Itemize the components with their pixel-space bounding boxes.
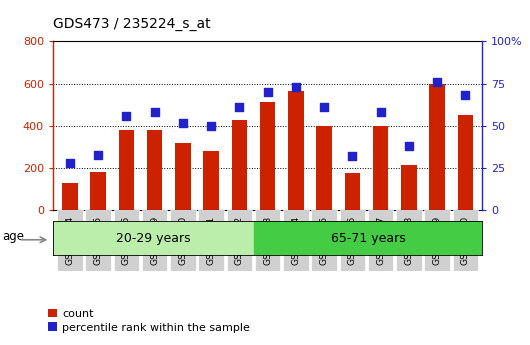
Text: 65-71 years: 65-71 years (331, 231, 405, 245)
Text: GSM10361: GSM10361 (207, 216, 216, 265)
Point (320, 105, 329, 110)
Point (433, 79, 441, 85)
Bar (147, 130, 162, 210)
FancyBboxPatch shape (425, 210, 450, 271)
Bar (119, 130, 134, 210)
Bar (373, 126, 388, 210)
Point (94, 152, 102, 157)
Bar (53, 221, 253, 255)
Point (263, 89, 272, 95)
FancyBboxPatch shape (170, 210, 196, 271)
FancyBboxPatch shape (396, 210, 421, 271)
Point (404, 144, 413, 149)
Point (376, 110, 385, 115)
Point (122, 113, 131, 119)
FancyBboxPatch shape (312, 210, 337, 271)
FancyBboxPatch shape (227, 210, 252, 271)
FancyBboxPatch shape (114, 210, 139, 271)
Bar (232, 120, 247, 210)
Legend: count, percentile rank within the sample: count, percentile rank within the sample (48, 309, 250, 333)
Text: GSM10354: GSM10354 (65, 216, 74, 265)
Text: GSM10364: GSM10364 (292, 216, 301, 265)
Bar (253, 221, 482, 255)
FancyBboxPatch shape (368, 210, 393, 271)
Text: GSM10355: GSM10355 (94, 216, 103, 265)
Bar (344, 174, 360, 210)
Point (461, 93, 470, 98)
Bar (316, 126, 332, 210)
Text: GSM10365: GSM10365 (320, 216, 329, 265)
FancyBboxPatch shape (142, 210, 167, 271)
Bar (457, 115, 473, 210)
Point (151, 110, 159, 115)
Point (348, 154, 357, 159)
FancyBboxPatch shape (57, 210, 83, 271)
Point (292, 84, 300, 90)
Text: 20-29 years: 20-29 years (116, 231, 191, 245)
Bar (204, 151, 219, 210)
FancyBboxPatch shape (340, 210, 365, 271)
Bar (288, 91, 304, 210)
Bar (175, 143, 191, 210)
Bar (91, 172, 106, 210)
Point (235, 105, 244, 110)
Text: GSM10369: GSM10369 (432, 216, 441, 265)
FancyBboxPatch shape (198, 210, 224, 271)
FancyBboxPatch shape (85, 210, 111, 271)
Bar (429, 83, 445, 210)
Bar (260, 102, 276, 210)
Point (179, 120, 187, 125)
Bar (401, 165, 417, 210)
Text: GSM10367: GSM10367 (376, 216, 385, 265)
Point (207, 123, 215, 129)
Text: GSM10363: GSM10363 (263, 216, 272, 265)
FancyBboxPatch shape (283, 210, 308, 271)
Text: GSM10359: GSM10359 (150, 216, 159, 265)
Text: GSM10362: GSM10362 (235, 216, 244, 265)
Text: GSM10368: GSM10368 (404, 216, 413, 265)
Bar (62, 183, 78, 210)
Text: age: age (3, 230, 25, 243)
Text: GSM10360: GSM10360 (179, 216, 188, 265)
FancyBboxPatch shape (255, 210, 280, 271)
Point (66, 160, 74, 166)
FancyBboxPatch shape (453, 210, 478, 271)
Text: GSM10356: GSM10356 (122, 216, 131, 265)
Text: GSM10366: GSM10366 (348, 216, 357, 265)
Text: GDS473 / 235224_s_at: GDS473 / 235224_s_at (53, 17, 210, 31)
Text: GSM10370: GSM10370 (461, 216, 470, 265)
